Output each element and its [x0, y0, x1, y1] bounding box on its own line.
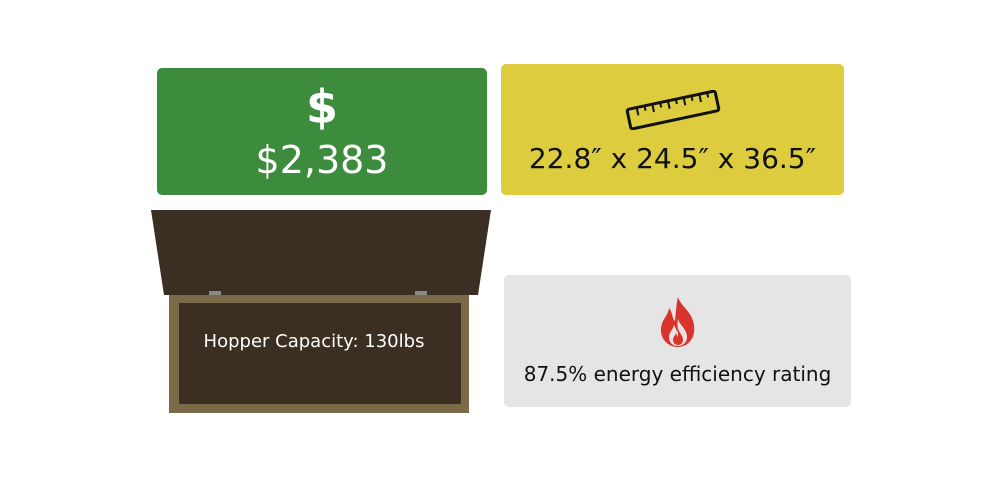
dollar-sign-icon: $ [305, 79, 338, 134]
hopper-capacity-label: Hopper Capacity: 130lbs [203, 331, 425, 352]
flame-icon [660, 297, 694, 347]
ruler-icon [625, 89, 720, 130]
price-card: $ $2,383 [157, 68, 487, 195]
efficiency-card: 87.5% energy efficiency rating [504, 275, 851, 407]
efficiency-value: 87.5% energy efficiency rating [523, 362, 832, 386]
hopper-icon [151, 210, 491, 413]
price-value: $2,383 [255, 137, 389, 182]
dimensions-card: 22.8″ x 24.5″ x 36.5″ [501, 64, 844, 195]
dimensions-value: 22.8″ x 24.5″ x 36.5″ [528, 141, 817, 175]
hopper-lid [151, 210, 491, 295]
hopper-hinge-left [209, 291, 221, 297]
hopper-interior [179, 303, 461, 404]
hopper-hinge-right [415, 291, 427, 297]
